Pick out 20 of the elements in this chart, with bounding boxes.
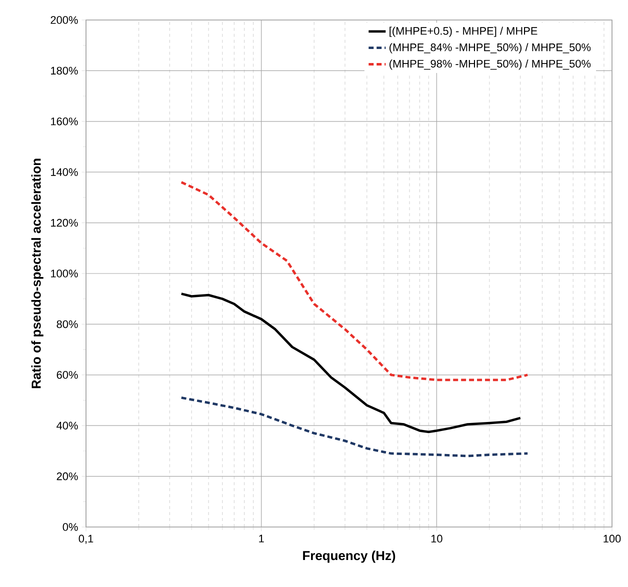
y-tick-label: 80% bbox=[56, 320, 78, 328]
legend-label: (MHPE_98% -MHPE_50%) / MHPE_50% bbox=[390, 60, 591, 70]
y-tick-label: 200% bbox=[50, 16, 78, 24]
legend-label: [(MHPE+0.5) - MHPE] / MHPE bbox=[390, 26, 538, 37]
y-tick-label: 60% bbox=[56, 371, 78, 379]
y-axis-title: Ratio of pseudo-spectral acceleration bbox=[31, 158, 44, 388]
legend-label: (MHPE_84% -MHPE_50%) / MHPE_50% bbox=[390, 43, 591, 54]
y-tick-label: 20% bbox=[56, 472, 78, 480]
x-axis-title: Frequency (Hz) bbox=[303, 550, 396, 563]
y-tick-label: 0% bbox=[62, 523, 78, 531]
y-tick-label: 100% bbox=[51, 270, 78, 278]
y-tick-label: 140% bbox=[51, 168, 78, 176]
x-tick-label: 0,1 bbox=[78, 534, 94, 544]
x-tick-label: 1 bbox=[259, 534, 264, 542]
y-tick-label: 40% bbox=[56, 422, 78, 430]
y-tick-label: 120% bbox=[51, 218, 78, 227]
y-tick-label: 180% bbox=[51, 66, 78, 75]
x-tick-label: 100 bbox=[604, 534, 621, 543]
y-tick-label: 160% bbox=[51, 118, 78, 126]
x-tick-label: 10 bbox=[431, 534, 442, 543]
